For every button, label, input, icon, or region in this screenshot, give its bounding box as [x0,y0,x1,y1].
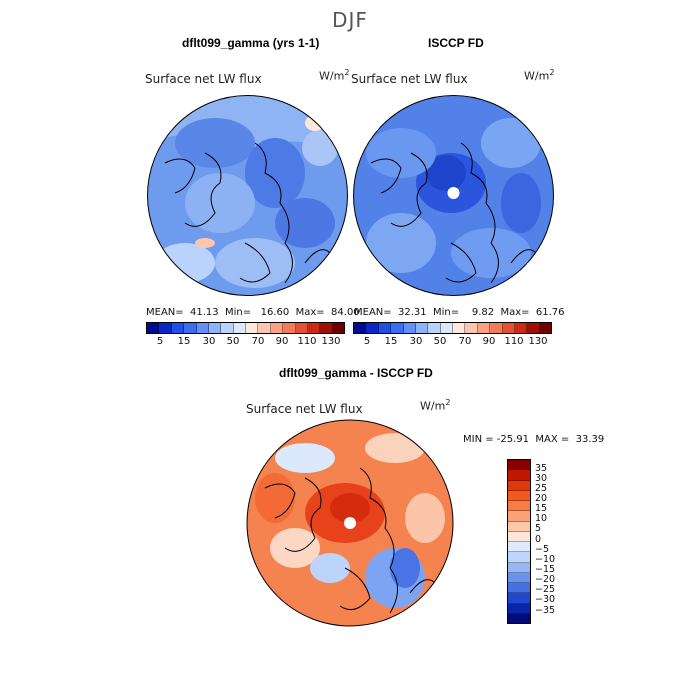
season-title: DJF [332,8,368,32]
right-region-b [426,155,466,191]
diff-polar-map [246,419,454,627]
left-polar-map [147,95,348,296]
left-colorbar [146,322,345,334]
diff-pole-hole [344,517,356,529]
right-pole-hole [447,187,460,199]
right-tick-1: 15 [384,336,398,347]
right-tick-7: 130 [528,336,548,347]
diff-region-b [330,493,370,523]
diff-tick-2: 25 [535,483,548,494]
left-panel-title: dflt099_gamma (yrs 1-1) [182,36,320,50]
diff-map-label: Surface net LW flux [246,402,363,416]
left-region-a [175,118,255,168]
right-tick-4: 70 [458,336,472,347]
left-tick-5: 90 [275,336,289,347]
diff-tick-7: 0 [535,534,542,545]
diff-region-i [405,493,445,543]
diff-tick-14: −35 [535,605,556,616]
diff-tick-4: 15 [535,503,548,514]
left-tick-1: 15 [177,336,191,347]
left-region-b [245,138,305,208]
right-colorbar-ticks: 5 15 30 50 70 90 110 130 [353,336,552,350]
right-region-g [501,173,541,233]
diff-tick-9: −10 [535,554,556,565]
right-units: W/m2 [524,68,555,83]
left-tick-4: 70 [251,336,265,347]
diff-units: W/m2 [420,398,451,413]
left-stats: MEAN= 41.13 Min= 16.60 Max= 84.00 [146,307,360,318]
diff-region-e [270,528,320,568]
diff-panel-title: dflt099_gamma - ISCCP FD [279,366,433,380]
left-region-c [185,173,255,233]
left-tick-7: 130 [321,336,341,347]
left-colorbar-ticks: 5 15 30 50 70 90 110 130 [146,336,345,350]
left-units: W/m2 [319,68,350,83]
diff-region-h [390,548,420,588]
diff-colorbar-ticks: 35 30 25 20 15 10 5 0 −5 −10 −15 −20 −25… [535,459,575,629]
diff-stats: MIN = -25.91 MAX = 33.39 [463,434,605,445]
diff-tick-12: −25 [535,584,556,595]
diff-tick-3: 20 [535,493,548,504]
diff-region-f [310,553,350,583]
diff-region-d [365,433,425,463]
diff-colorbar [507,459,531,624]
left-region-i [195,238,215,248]
right-tick-5: 90 [482,336,496,347]
right-region-c [366,128,436,178]
diff-tick-13: −30 [535,594,556,605]
diff-region-c [275,443,335,473]
right-panel-title: ISCCP FD [428,36,484,50]
diff-tick-8: −5 [535,544,550,555]
right-region-d [481,118,541,168]
diff-tick-6: 5 [535,523,542,534]
diff-tick-1: 30 [535,473,548,484]
left-map-label: Surface net LW flux [145,72,262,86]
left-tick-3: 50 [226,336,240,347]
left-tick-6: 110 [297,336,317,347]
left-region-d [275,198,335,248]
right-colorbar [353,322,552,334]
left-region-g [302,130,338,166]
left-region-e [215,238,295,288]
diff-tick-11: −20 [535,574,556,585]
right-stats: MEAN= 32.31 Min= 9.82 Max= 61.76 [354,307,565,318]
right-tick-2: 30 [409,336,423,347]
left-tick-2: 30 [202,336,216,347]
right-tick-6: 110 [504,336,524,347]
right-tick-3: 50 [433,336,447,347]
right-tick-0: 5 [363,336,371,347]
right-region-e [366,213,436,273]
diff-tick-10: −15 [535,564,556,575]
left-tick-0: 5 [156,336,164,347]
diff-tick-0: 35 [535,463,548,474]
right-region-f [451,228,531,278]
right-polar-map [353,95,554,296]
right-map-label: Surface net LW flux [351,72,468,86]
left-region-f [155,243,215,283]
diff-tick-5: 10 [535,513,548,524]
diff-region-j [255,473,295,523]
